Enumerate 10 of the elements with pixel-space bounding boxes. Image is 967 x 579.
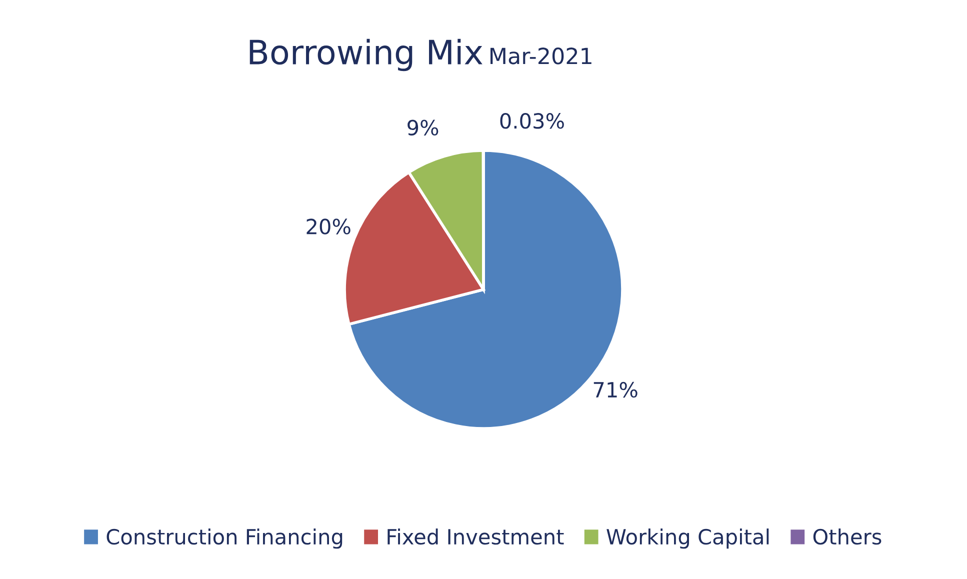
chart-subtitle: Mar-2021 bbox=[490, 48, 592, 64]
legend-label: Fixed Investment bbox=[388, 528, 564, 545]
legend-label: Construction Financing bbox=[106, 528, 342, 549]
chart-title: Borrowing Mix bbox=[250, 38, 482, 72]
data-label: 71% bbox=[594, 382, 638, 398]
legend-label: Working Capital bbox=[606, 528, 769, 549]
data-label: 9% bbox=[408, 120, 438, 136]
data-label: 0.03% bbox=[500, 113, 564, 129]
data-label: 20% bbox=[306, 218, 350, 234]
legend-label: Others bbox=[813, 528, 882, 545]
